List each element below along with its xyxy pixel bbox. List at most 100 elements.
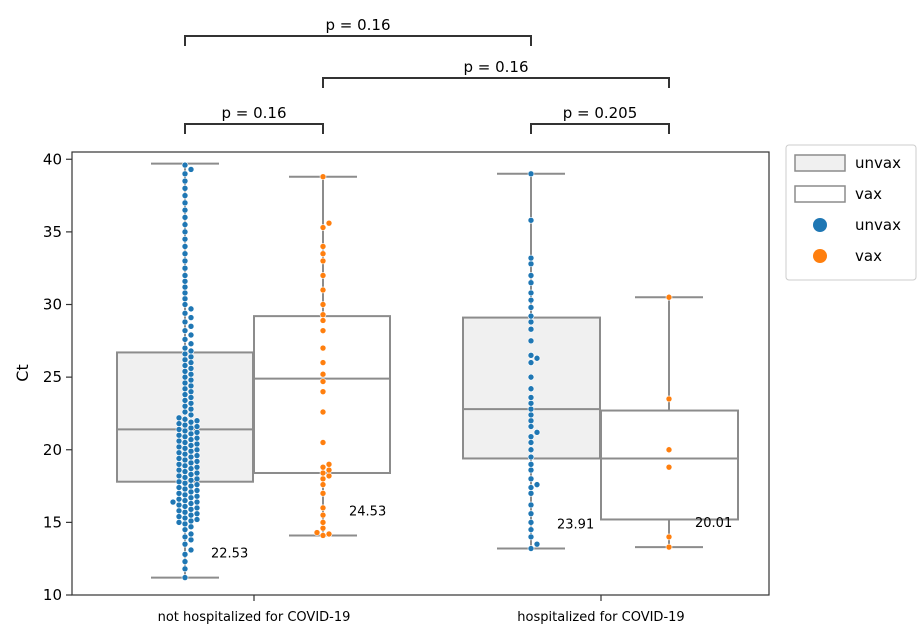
point-vax_not_hospitalized	[319, 224, 327, 231]
point-vax_not_hospitalized	[319, 519, 327, 526]
point-unvax_not_hospitalized	[181, 479, 189, 487]
point-unvax_hospitalized	[527, 289, 535, 297]
point-vax_not_hospitalized	[319, 408, 327, 416]
point-unvax_not_hospitalized	[181, 421, 189, 429]
point-vax_not_hospitalized	[325, 530, 333, 538]
point-unvax_not_hospitalized	[181, 433, 189, 440]
point-unvax_not_hospitalized	[181, 397, 189, 404]
point-unvax_not_hospitalized	[187, 436, 195, 443]
point-unvax_not_hospitalized	[181, 221, 189, 228]
legend-label: vax	[855, 247, 882, 265]
significance-label: p = 0.16	[221, 104, 286, 122]
point-unvax_not_hospitalized	[181, 497, 189, 504]
point-unvax_not_hospitalized	[175, 507, 183, 515]
point-unvax_not_hospitalized	[187, 376, 195, 384]
point-unvax_not_hospitalized	[181, 301, 189, 308]
point-unvax_not_hospitalized	[187, 424, 195, 432]
point-vax_not_hospitalized	[319, 378, 327, 385]
point-unvax_hospitalized	[527, 373, 535, 381]
point-unvax_not_hospitalized	[187, 476, 195, 484]
point-unvax_not_hospitalized	[181, 289, 189, 297]
legend-swatch-dot	[813, 218, 827, 232]
point-vax_not_hospitalized	[325, 460, 333, 468]
point-unvax_not_hospitalized	[181, 206, 189, 214]
point-unvax_not_hospitalized	[181, 427, 189, 435]
point-unvax_not_hospitalized	[181, 503, 189, 510]
point-unvax_not_hospitalized	[175, 513, 183, 520]
point-unvax_hospitalized	[527, 510, 535, 517]
point-unvax_not_hospitalized	[181, 243, 189, 250]
point-vax_not_hospitalized	[319, 301, 327, 308]
point-unvax_hospitalized	[527, 545, 535, 552]
y-tick-label: 10	[43, 586, 62, 604]
point-vax_not_hospitalized	[319, 243, 327, 250]
point-unvax_not_hospitalized	[187, 494, 195, 501]
point-unvax_not_hospitalized	[175, 414, 183, 422]
point-vax_hospitalized	[665, 293, 673, 301]
point-unvax_not_hospitalized	[181, 526, 189, 533]
point-unvax_hospitalized	[527, 501, 535, 509]
point-unvax_not_hospitalized	[181, 551, 189, 558]
point-unvax_hospitalized	[527, 385, 535, 393]
point-unvax_hospitalized	[527, 446, 535, 454]
significance-label: p = 0.16	[463, 58, 528, 76]
y-tick-label: 20	[43, 441, 62, 459]
point-unvax_not_hospitalized	[187, 418, 195, 426]
point-unvax_not_hospitalized	[181, 514, 189, 522]
point-unvax_hospitalized	[527, 216, 535, 224]
point-unvax_hospitalized	[527, 526, 535, 533]
point-unvax_not_hospitalized	[193, 504, 201, 512]
point-unvax_not_hospitalized	[181, 415, 189, 423]
point-vax_not_hospitalized	[319, 532, 327, 539]
point-vax_not_hospitalized	[319, 250, 327, 257]
legend-swatch-box	[794, 185, 846, 203]
point-unvax_hospitalized	[527, 519, 535, 526]
point-unvax_hospitalized	[527, 475, 535, 483]
point-unvax_not_hospitalized	[193, 452, 201, 459]
point-unvax_hospitalized	[527, 359, 535, 366]
point-vax_not_hospitalized	[319, 173, 327, 180]
point-unvax_not_hospitalized	[187, 523, 195, 531]
point-unvax_not_hospitalized	[181, 462, 189, 470]
point-unvax_not_hospitalized	[181, 295, 189, 302]
legend-label: unvax	[855, 154, 901, 172]
point-vax_not_hospitalized	[319, 439, 327, 446]
point-unvax_not_hospitalized	[187, 471, 195, 478]
point-unvax_not_hospitalized	[181, 385, 189, 393]
point-unvax_not_hospitalized	[181, 250, 189, 257]
point-vax_hospitalized	[665, 543, 673, 551]
point-unvax_not_hospitalized	[181, 199, 189, 207]
point-unvax_not_hospitalized	[187, 347, 195, 355]
point-unvax_hospitalized	[533, 481, 541, 488]
point-unvax_not_hospitalized	[175, 460, 183, 468]
point-unvax_not_hospitalized	[187, 166, 195, 173]
point-unvax_not_hospitalized	[181, 327, 189, 334]
point-unvax_not_hospitalized	[187, 447, 195, 455]
point-unvax_hospitalized	[527, 460, 535, 468]
point-unvax_not_hospitalized	[181, 356, 189, 364]
x-axis: not hospitalized for COVID-19 hospitalize…	[158, 595, 685, 625]
y-tick-label: 25	[43, 368, 62, 386]
point-unvax_not_hospitalized	[175, 478, 183, 486]
point-unvax_not_hospitalized	[181, 318, 189, 326]
point-unvax_not_hospitalized	[175, 443, 183, 451]
point-unvax_not_hospitalized	[181, 540, 189, 548]
point-vax_hospitalized	[665, 446, 673, 454]
point-unvax_hospitalized	[527, 170, 535, 178]
point-unvax_not_hospitalized	[193, 458, 201, 465]
point-unvax_hospitalized	[527, 417, 535, 425]
point-unvax_not_hospitalized	[187, 370, 195, 378]
point-vax_not_hospitalized	[319, 257, 327, 265]
point-unvax_not_hospitalized	[193, 446, 201, 454]
point-vax_hospitalized	[665, 463, 673, 471]
point-unvax_not_hospitalized	[187, 353, 195, 361]
point-vax_not_hospitalized	[319, 481, 327, 488]
point-unvax_not_hospitalized	[181, 228, 189, 236]
point-unvax_not_hospitalized	[181, 391, 189, 398]
significance-label: p = 0.205	[563, 104, 638, 122]
point-unvax_hospitalized	[527, 394, 535, 401]
point-unvax_not_hospitalized	[193, 463, 201, 471]
point-unvax_not_hospitalized	[175, 519, 183, 526]
point-unvax_not_hospitalized	[187, 359, 195, 366]
